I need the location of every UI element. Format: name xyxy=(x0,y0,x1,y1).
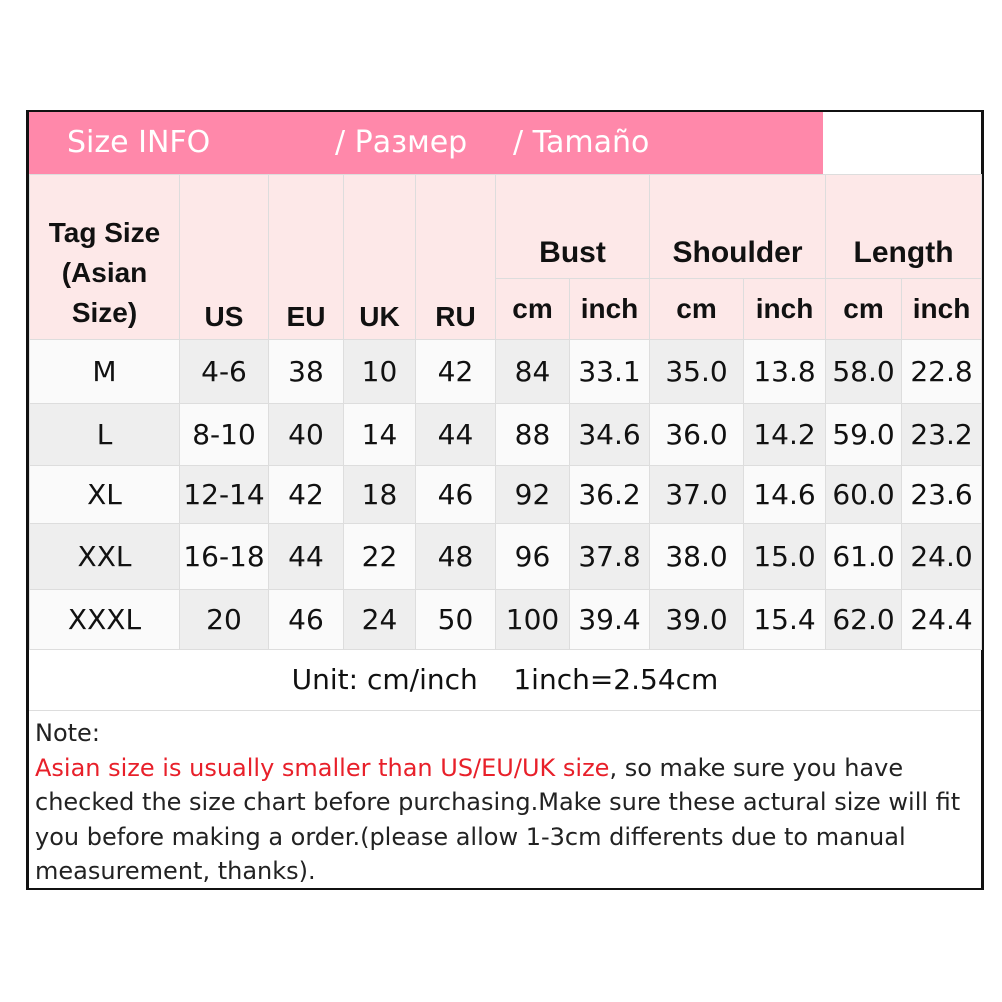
title-es: / Tamaño xyxy=(513,125,650,160)
header-us: US xyxy=(179,174,269,340)
size-cell: 14.2 xyxy=(743,403,827,466)
size-cell: 46 xyxy=(268,589,344,650)
size-cell: 38.0 xyxy=(649,523,745,590)
size-cell: 35.0 xyxy=(649,339,745,404)
header-bust-inch: inch xyxy=(568,278,651,340)
size-chart: Size INFO / Размер / Tamaño Tag Size (As… xyxy=(26,110,984,890)
size-cell: 22 xyxy=(343,523,416,590)
size-cell: 40 xyxy=(268,403,344,466)
size-cell: 46 xyxy=(415,465,496,524)
size-cell: 15.0 xyxy=(743,523,827,590)
table-row: XXL 16-18 44 22 48 96 37.8 38.0 15.0 61.0 24.0 xyxy=(29,523,983,590)
tag-size-cell: XL xyxy=(29,465,180,524)
size-cell: 58.0 xyxy=(825,339,903,404)
size-cell: 38 xyxy=(268,339,344,404)
note-text: , so make sure you have checked the size… xyxy=(35,753,961,886)
header-length-cm: cm xyxy=(825,278,903,340)
size-cell: 8-10 xyxy=(179,403,269,466)
tag-size-cell: XXXL xyxy=(29,589,180,650)
size-cell: 92 xyxy=(495,465,570,524)
size-cell: 37.8 xyxy=(568,523,651,590)
header-shoulder: Shoulder xyxy=(649,174,827,279)
table-row: XL 12-14 42 18 46 92 36.2 37.0 14.6 60.0 23.6 xyxy=(29,465,983,524)
size-cell: 23.2 xyxy=(901,403,983,466)
size-cell: 18 xyxy=(343,465,416,524)
size-cell: 44 xyxy=(415,403,496,466)
table-row: L 8-10 40 14 44 88 34.6 36.0 14.2 59.0 23.2 xyxy=(29,403,983,466)
size-cell: 4-6 xyxy=(179,339,269,404)
tag-size-cell: XXL xyxy=(29,523,180,590)
size-cell: 39.0 xyxy=(649,589,745,650)
tag-size-cell: M xyxy=(29,339,180,404)
note-warning: Asian size is usually smaller than US/EU… xyxy=(35,753,610,782)
note: Note: Asian size is usually smaller than… xyxy=(35,716,975,889)
size-table: Tag Size (Asian Size) US EU UK RU Bust S… xyxy=(29,174,983,650)
size-cell: 14 xyxy=(343,403,416,466)
size-cell: 23.6 xyxy=(901,465,983,524)
size-cell: 16-18 xyxy=(179,523,269,590)
size-cell: 60.0 xyxy=(825,465,903,524)
size-cell: 22.8 xyxy=(901,339,983,404)
size-cell: 12-14 xyxy=(179,465,269,524)
size-cell: 24.4 xyxy=(901,589,983,650)
size-cell: 42 xyxy=(415,339,496,404)
size-cell: 59.0 xyxy=(825,403,903,466)
size-cell: 34.6 xyxy=(568,403,651,466)
header-bust: Bust xyxy=(494,174,651,279)
size-cell: 15.4 xyxy=(743,589,827,650)
size-cell: 36.0 xyxy=(649,403,745,466)
header-tag-size: Tag Size (Asian Size) xyxy=(29,174,180,340)
size-cell: 24.0 xyxy=(901,523,983,590)
unit-note: Unit: cm/inch 1inch=2.54cm xyxy=(29,650,981,711)
size-cell: 42 xyxy=(268,465,344,524)
size-cell: 62.0 xyxy=(825,589,903,650)
size-cell: 10 xyxy=(343,339,416,404)
tag-size-cell: L xyxy=(29,403,180,466)
size-cell: 20 xyxy=(179,589,269,650)
size-cell: 44 xyxy=(268,523,344,590)
header-shoulder-cm: cm xyxy=(649,278,745,340)
note-label: Note: xyxy=(35,719,100,747)
header-bust-cm: cm xyxy=(495,278,570,340)
table-row: XXXL 20 46 24 50 100 39.4 39.0 15.4 62.0 24.4 xyxy=(29,589,983,650)
table-row: M 4-6 38 10 42 84 33.1 35.0 13.8 58.0 22.8 xyxy=(29,339,983,404)
size-cell: 39.4 xyxy=(568,589,651,650)
header-shoulder-inch: inch xyxy=(743,278,827,340)
size-cell: 84 xyxy=(495,339,570,404)
size-cell: 61.0 xyxy=(825,523,903,590)
title-en: Size INFO xyxy=(67,125,211,160)
header-eu: EU xyxy=(268,174,344,340)
header-length: Length xyxy=(825,174,983,279)
size-cell: 36.2 xyxy=(568,465,651,524)
title-ru: / Размер xyxy=(335,125,468,160)
header-uk: UK xyxy=(343,174,416,340)
size-cell: 24 xyxy=(343,589,416,650)
title-bar: Size INFO / Размер / Tamaño xyxy=(29,112,823,174)
size-cell: 14.6 xyxy=(743,465,827,524)
size-cell: 48 xyxy=(415,523,496,590)
size-cell: 33.1 xyxy=(568,339,651,404)
size-cell: 37.0 xyxy=(649,465,745,524)
header-ru: RU xyxy=(415,174,496,340)
size-cell: 96 xyxy=(495,523,570,590)
size-cell: 13.8 xyxy=(743,339,827,404)
size-cell: 88 xyxy=(495,403,570,466)
size-cell: 50 xyxy=(415,589,496,650)
size-cell: 100 xyxy=(495,589,570,650)
header-length-inch: inch xyxy=(901,278,983,340)
